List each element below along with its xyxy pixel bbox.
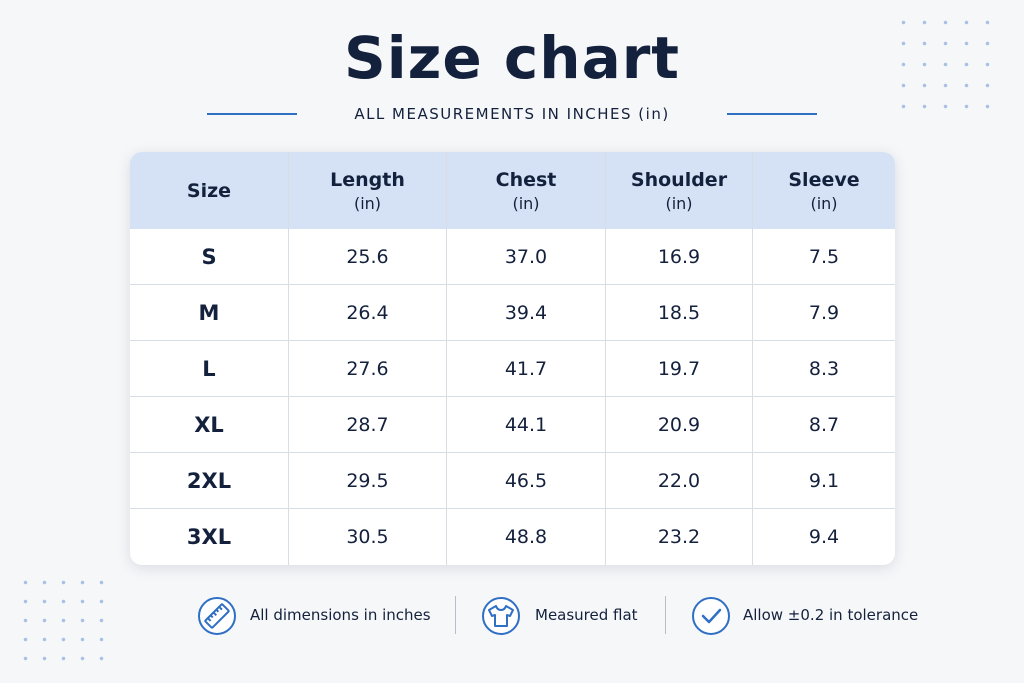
header-unit: (in) [353, 193, 382, 213]
header-cell: Shoulder (in) [606, 152, 753, 229]
separator [455, 596, 456, 634]
value-cell: 48.8 [447, 509, 606, 565]
value-cell: 8.7 [753, 397, 895, 453]
note: All dimensions in inches [250, 606, 431, 624]
size-cell: S [130, 229, 289, 285]
value-cell: 41.7 [447, 341, 606, 397]
value-cell: 30.5 [289, 509, 447, 565]
size-table: Size Length (in) Chest (in) Shoulder (in) Sleev… [130, 152, 895, 565]
header-unit: (in) [810, 193, 838, 213]
value-cell: 8.3 [753, 341, 895, 397]
value-cell: 26.4 [289, 285, 447, 341]
header-label: Size [186, 179, 232, 202]
header-cell: Sleeve (in) [753, 152, 895, 229]
header-label: Chest [495, 168, 557, 191]
size-cell: L [130, 341, 289, 397]
value-cell: 29.5 [289, 453, 447, 509]
value-cell: 27.6 [289, 341, 447, 397]
size-cell: 3XL [130, 509, 289, 565]
value-cell: 37.0 [447, 229, 606, 285]
value-cell: 19.7 [606, 341, 753, 397]
shirt-icon [482, 597, 520, 635]
value-cell: 28.7 [289, 397, 447, 453]
value-cell: 44.1 [447, 397, 606, 453]
rule [207, 113, 297, 115]
header-cell: Size [130, 152, 289, 229]
dot-pattern [16, 573, 111, 668]
rule [727, 113, 817, 115]
value-cell: 23.2 [606, 509, 753, 565]
header-label: Sleeve [788, 168, 860, 191]
ruler-icon [198, 597, 236, 635]
value-cell: 7.5 [753, 229, 895, 285]
header-unit: (in) [665, 193, 693, 213]
value-cell: 20.9 [606, 397, 753, 453]
value-cell: 39.4 [447, 285, 606, 341]
check-icon [692, 597, 730, 635]
value-cell: 7.9 [753, 285, 895, 341]
separator [665, 596, 666, 634]
size-cell: 2XL [130, 453, 289, 509]
value-cell: 22.0 [606, 453, 753, 509]
size-cell: M [130, 285, 289, 341]
value-cell: 18.5 [606, 285, 753, 341]
subtitle: ALL MEASUREMENTS IN INCHES (in) [354, 105, 670, 123]
value-cell: 25.6 [289, 229, 447, 285]
header-label: Shoulder [630, 168, 728, 191]
header-cell: Chest (in) [447, 152, 606, 229]
header-label: Length [330, 168, 405, 191]
value-cell: 9.1 [753, 453, 895, 509]
header-unit: (in) [512, 193, 540, 213]
header-cell: Length (in) [289, 152, 447, 229]
note: Allow ±0.2 in tolerance [743, 606, 919, 624]
value-cell: 9.4 [808, 526, 840, 548]
title: Size chart [343, 24, 681, 92]
note: Measured flat [535, 606, 638, 624]
value-cell: 16.9 [606, 229, 753, 285]
dot-pattern [893, 12, 998, 117]
value-cell: 46.5 [447, 453, 606, 509]
size-cell: XL [130, 397, 289, 453]
